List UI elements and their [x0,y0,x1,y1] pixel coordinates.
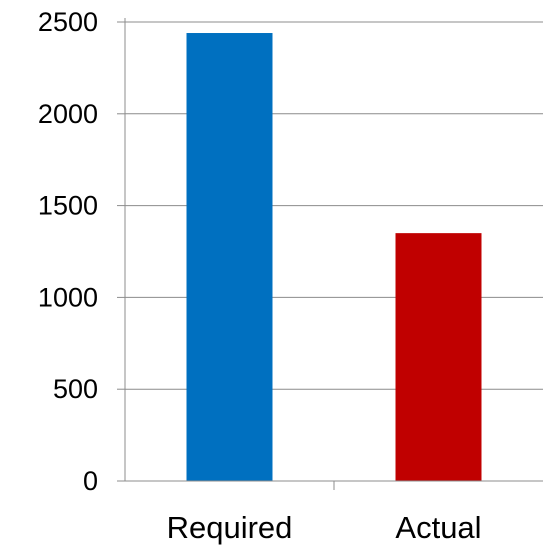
bar-required [186,33,273,482]
bar-actual [395,233,482,481]
labels: 0 500 1000 1500 2000 2500 Required Actual [38,7,482,545]
y-tick-label-1000: 1000 [38,282,98,312]
bars [186,33,482,482]
y-tick-label-0: 0 [83,466,98,496]
y-tick-label-1500: 1500 [38,191,98,221]
y-tick-label-2000: 2000 [38,99,98,129]
x-category-label-actual: Actual [395,510,481,545]
y-tick-label-2500: 2500 [38,7,98,37]
x-category-label-required: Required [167,510,293,545]
axes [117,18,543,490]
y-tick-label-500: 500 [53,374,98,404]
